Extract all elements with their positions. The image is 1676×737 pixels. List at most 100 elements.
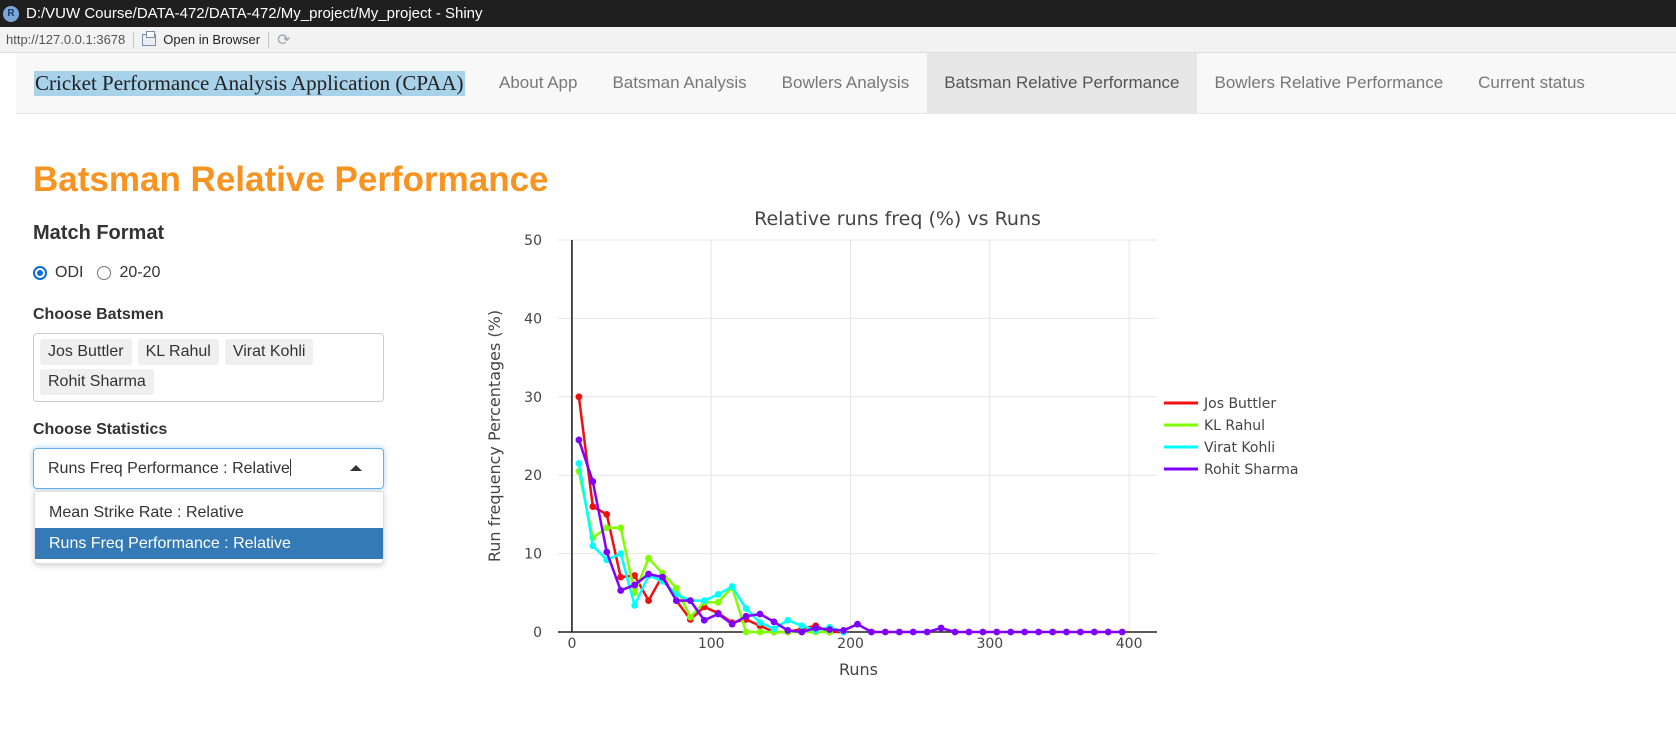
tab-batsman-relative-performance[interactable]: Batsman Relative Performance: [926, 53, 1197, 113]
tab-bowlers-relative-performance[interactable]: Bowlers Relative Performance: [1214, 73, 1444, 92]
data-point-rohit-sharma: [756, 610, 764, 618]
data-point-virat-kohli: [575, 460, 583, 467]
data-point-rohit-sharma: [742, 612, 750, 620]
refresh-icon[interactable]: ⟳: [277, 31, 291, 49]
batsman-chip[interactable]: Jos Buttler: [40, 339, 132, 365]
legend-label: Jos Buttler: [1203, 396, 1276, 412]
dropdown-option-runs-freq[interactable]: Runs Freq Performance : Relative: [35, 528, 383, 559]
chart-title: Relative runs freq (%) vs Runs: [754, 208, 1041, 230]
data-point-rohit-sharma: [1090, 628, 1098, 636]
data-point-rohit-sharma: [965, 628, 973, 636]
data-point-rohit-sharma: [1049, 628, 1056, 636]
data-point-virat-kohli: [756, 619, 764, 626]
legend-label: Virat Kohli: [1204, 440, 1275, 456]
batsman-chip[interactable]: KL Rahul: [137, 339, 219, 365]
open-in-browser-label: Open in Browser: [163, 32, 261, 47]
y-tick-label: 30: [524, 390, 542, 406]
data-point-rohit-sharma: [923, 628, 931, 636]
x-axis-label: Runs: [839, 660, 878, 679]
data-point-rohit-sharma: [854, 620, 861, 628]
data-point-jos-buttler: [603, 511, 611, 518]
data-point-virat-kohli: [798, 622, 806, 630]
data-point-rohit-sharma: [1118, 628, 1126, 636]
data-point-rohit-sharma: [812, 624, 820, 632]
data-point-rohit-sharma: [700, 616, 708, 624]
batsman-chip[interactable]: Virat Kohli: [224, 339, 314, 365]
statistics-select-value: Runs Freq Performance : Relative: [48, 460, 290, 477]
r-logo-icon: R: [3, 5, 19, 22]
data-point-rohit-sharma: [881, 628, 889, 636]
toolbar-divider: [268, 31, 270, 48]
data-point-rohit-sharma: [686, 597, 694, 605]
dropdown-option-mean-strike-rate[interactable]: Mean Strike Rate : Relative: [49, 503, 244, 521]
data-point-kl-rahul: [742, 628, 750, 636]
data-point-rohit-sharma: [993, 628, 1001, 636]
open-in-browser-button[interactable]: Open in Browser: [142, 30, 261, 47]
data-point-kl-rahul: [686, 613, 694, 621]
tab-bowlers-analysis[interactable]: Bowlers Analysis: [781, 73, 910, 92]
tab-about-app[interactable]: About App: [499, 73, 578, 92]
runs-freq-chart: 0 10 20 30 40 50 0 100 200 300 400 Relative runs fr…: [485, 208, 1298, 679]
statistics-dropdown: Mean Strike Rate : Relative Runs Freq Pe…: [34, 491, 384, 564]
radio-t20-button[interactable]: [97, 266, 112, 280]
match-format-radio-group: ODI 20-20: [33, 264, 174, 282]
data-point-jos-buttler: [645, 597, 652, 605]
data-point-rohit-sharma: [589, 478, 597, 485]
y-tick-label: 50: [524, 233, 542, 249]
toolbar-divider: [133, 31, 135, 48]
x-tick-label: 200: [837, 636, 864, 652]
y-tick-label: 0: [533, 625, 542, 641]
data-point-virat-kohli: [784, 616, 792, 624]
data-point-rohit-sharma: [770, 618, 778, 626]
radio-odi[interactable]: ODI: [33, 264, 83, 282]
data-point-rohit-sharma: [979, 628, 987, 636]
x-tick-label: 100: [698, 636, 725, 652]
radio-t20[interactable]: 20-20: [97, 264, 160, 282]
data-point-kl-rahul: [603, 524, 611, 532]
data-point-rohit-sharma: [617, 587, 625, 594]
data-point-rohit-sharma: [840, 627, 847, 634]
data-point-kl-rahul: [673, 584, 680, 592]
data-point-rohit-sharma: [937, 624, 945, 632]
x-tick-label: 400: [1116, 636, 1143, 652]
data-point-kl-rahul: [756, 628, 764, 636]
window-titlebar: R D:/VUW Course/DATA-472/DATA-472/My_pro…: [0, 0, 1676, 27]
caret-up-icon[interactable]: [350, 465, 362, 471]
batsman-chip[interactable]: Rohit Sharma: [40, 369, 154, 395]
radio-odi-button[interactable]: [33, 266, 47, 280]
data-point-virat-kohli: [770, 625, 778, 633]
data-point-rohit-sharma: [575, 436, 583, 444]
data-point-virat-kohli: [631, 601, 639, 609]
x-tick-label: 300: [976, 636, 1003, 652]
statistics-select[interactable]: Runs Freq Performance : Relative: [33, 448, 384, 489]
data-point-rohit-sharma: [659, 573, 666, 581]
page-title: Batsman Relative Performance: [33, 160, 549, 199]
legend-label: Rohit Sharma: [1204, 462, 1298, 478]
data-point-rohit-sharma: [645, 570, 652, 578]
batsmen-multiselect[interactable]: Jos Buttler KL Rahul Virat Kohli Rohit S…: [33, 333, 384, 402]
tab-current-status[interactable]: Current status: [1478, 73, 1585, 92]
y-tick-label: 10: [524, 547, 542, 563]
data-point-kl-rahul: [714, 598, 722, 606]
x-tick-label: 0: [567, 636, 576, 652]
radio-odi-label: ODI: [55, 264, 84, 281]
data-point-rohit-sharma: [951, 628, 959, 636]
data-point-rohit-sharma: [728, 620, 736, 628]
viewer-toolbar: http://127.0.0.1:3678 Open in Browser ⟳: [0, 27, 1676, 53]
legend-label: KL Rahul: [1204, 418, 1265, 434]
data-point-virat-kohli: [617, 550, 625, 557]
choose-batsmen-label: Choose Batsmen: [33, 306, 164, 323]
data-point-jos-buttler: [575, 393, 583, 401]
data-point-rohit-sharma: [1063, 628, 1070, 636]
data-point-rohit-sharma: [909, 628, 917, 636]
tab-batsman-analysis[interactable]: Batsman Analysis: [612, 73, 747, 92]
data-point-rohit-sharma: [631, 581, 639, 589]
navbar: Cricket Performance Analysis Application…: [16, 53, 1676, 114]
y-tick-label: 20: [524, 468, 542, 484]
data-point-rohit-sharma: [1104, 628, 1112, 636]
data-point-kl-rahul: [617, 524, 625, 532]
window-title: D:/VUW Course/DATA-472/DATA-472/My_proje…: [26, 5, 483, 22]
y-axis-label: Run frequency Percentages (%): [485, 310, 504, 562]
navbar-brand[interactable]: Cricket Performance Analysis Application…: [34, 70, 465, 96]
data-point-kl-rahul: [645, 554, 652, 562]
